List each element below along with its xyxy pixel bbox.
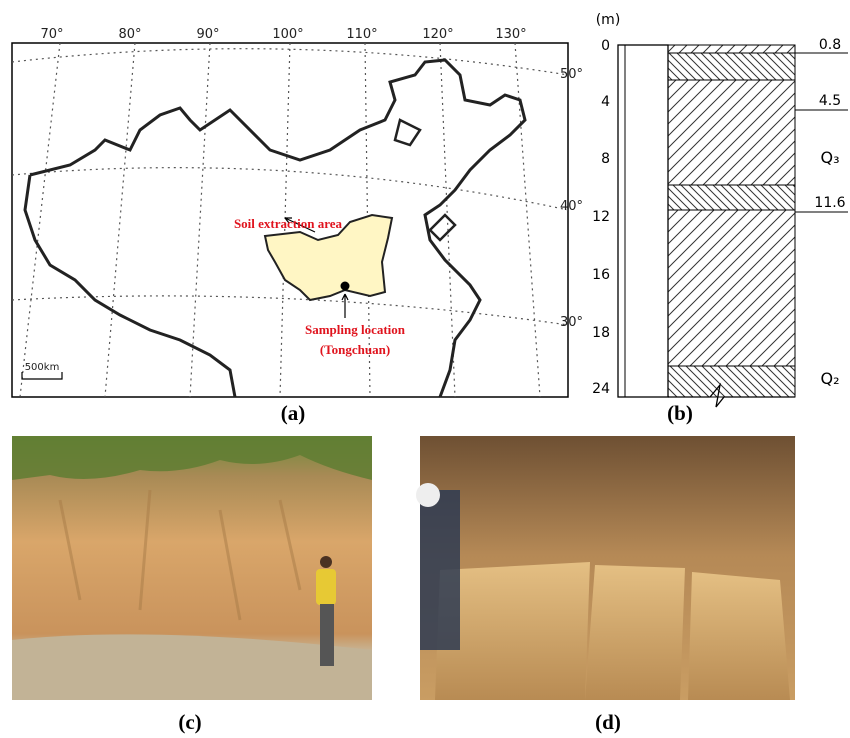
longitude-label: 120°	[422, 27, 453, 42]
layer	[668, 53, 795, 80]
layer	[668, 366, 795, 397]
annotation: (Tongchuan)	[320, 342, 390, 357]
worker	[420, 490, 460, 650]
glove	[416, 483, 440, 507]
longitude-label: 130°	[495, 27, 526, 42]
person-head	[320, 556, 332, 568]
latitude-label: 30°	[560, 315, 583, 330]
layer	[668, 45, 795, 53]
sampling-point	[341, 282, 350, 291]
annotation: Sampling location	[305, 322, 406, 337]
photo-d: (d)	[416, 436, 795, 734]
map-panel: Soil extraction area Sampling location (…	[12, 27, 583, 425]
depth-label: 24	[592, 381, 610, 397]
layer	[668, 80, 795, 185]
latitude-label: 50°	[560, 67, 583, 82]
scale-label: 500km	[25, 362, 60, 373]
longitude-label: 70°	[40, 27, 63, 42]
depth-label: 8	[601, 151, 610, 167]
person-shirt	[316, 569, 336, 605]
panel-label: (d)	[595, 710, 621, 734]
layer	[668, 185, 795, 210]
longitude-label: 80°	[118, 27, 141, 42]
longitude-label: 90°	[196, 27, 219, 42]
soil-block	[688, 572, 790, 700]
annotation: Soil extraction area	[234, 216, 343, 231]
panel-label: (c)	[178, 710, 201, 734]
unit-label: (m)	[596, 12, 621, 28]
boundary-label: 11.6	[814, 195, 845, 211]
depth-label: 0	[601, 38, 610, 54]
photo-c: (c)	[12, 436, 372, 734]
longitude-label: 110°	[346, 27, 377, 42]
depth-label: 18	[592, 325, 610, 341]
person-pants	[320, 604, 334, 666]
depth-label: 16	[592, 267, 610, 283]
depth-label: 4	[601, 94, 610, 110]
longitude-label: 100°	[272, 27, 303, 42]
panel-label: (b)	[667, 401, 693, 425]
boundary-label: 0.8	[819, 37, 841, 53]
panel-label: (a)	[281, 401, 306, 425]
soil-block	[585, 565, 685, 700]
boundary-label: 4.5	[819, 93, 841, 109]
stratum-label: Q₂	[820, 369, 839, 388]
depth-label: 12	[592, 209, 610, 225]
column-panel: (m) 0.8 4.5 11.6 Q₃ Q₂ 0 4 8 12 16 18 24…	[592, 12, 848, 425]
stratum-label: Q₃	[820, 148, 839, 167]
latitude-label: 40°	[560, 199, 583, 214]
figure: Soil extraction area Sampling location (…	[0, 0, 850, 738]
layer	[668, 210, 795, 366]
